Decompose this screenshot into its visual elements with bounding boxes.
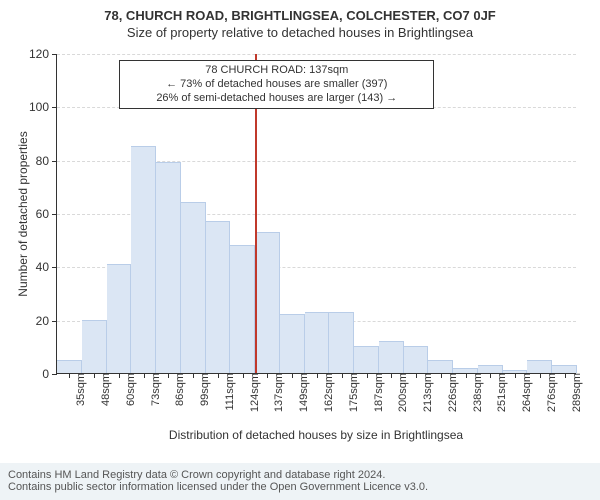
histogram-bar [57,360,82,373]
y-tick-label: 100 [29,100,57,114]
histogram-bar [156,162,181,373]
histogram-bar [82,320,107,373]
histogram-bar [280,314,305,373]
y-tick-label: 80 [36,154,57,168]
histogram-bar [552,365,577,373]
y-tick-label: 60 [36,207,57,221]
footer-attribution: Contains HM Land Registry data © Crown c… [0,463,600,500]
page-subtitle: Size of property relative to detached ho… [0,23,600,40]
annotation-line: 78 CHURCH ROAD: 137sqm [126,64,427,78]
x-tick-label: 187sqm [367,373,385,412]
footer-line2: Contains public sector information licen… [8,481,592,494]
x-tick-label: 149sqm [292,373,310,412]
y-axis-label: Number of detached properties [16,54,30,374]
x-tick-label: 137sqm [267,373,285,412]
annotation-line: 26% of semi-detached houses are larger (… [126,92,427,106]
y-tick-label: 40 [36,260,57,274]
x-tick-label: 251sqm [490,373,508,412]
x-tick-label: 86sqm [168,373,186,406]
histogram-bar [527,360,552,373]
footer-line1: Contains HM Land Registry data © Crown c… [8,469,592,482]
x-tick-label: 238sqm [466,373,484,412]
histogram-bar [329,312,354,373]
y-tick-label: 0 [42,367,57,381]
histogram-bar [107,264,132,373]
x-tick-label: 35sqm [69,373,87,406]
x-tick-label: 276sqm [540,373,558,412]
x-tick-label: 264sqm [515,373,533,412]
histogram-bar [255,232,280,373]
histogram-bar [404,346,429,373]
page-title: 78, CHURCH ROAD, BRIGHTLINGSEA, COLCHEST… [0,0,600,23]
histogram-bar [379,341,404,373]
histogram-bar [478,365,503,373]
x-tick-label: 48sqm [94,373,112,406]
x-tick-label: 124sqm [243,373,261,412]
x-tick-label: 162sqm [317,373,335,412]
histogram-bar [206,221,231,373]
plot-area: 02040608010012035sqm48sqm60sqm73sqm86sqm… [56,54,576,374]
x-tick-label: 73sqm [144,373,162,406]
y-tick-label: 20 [36,314,57,328]
x-tick-label: 213sqm [416,373,434,412]
x-tick-label: 99sqm [193,373,211,406]
x-tick-label: 175sqm [342,373,360,412]
histogram-bar [354,346,379,373]
annotation-line: ← 73% of detached houses are smaller (39… [126,78,427,92]
y-tick-label: 120 [29,47,57,61]
x-tick-label: 200sqm [391,373,409,412]
histogram-bar [305,312,330,373]
histogram-bar [181,202,206,373]
histogram-bar [131,146,156,373]
x-tick-label: 226sqm [441,373,459,412]
histogram-plot: 02040608010012035sqm48sqm60sqm73sqm86sqm… [56,54,576,374]
histogram-bar [230,245,255,373]
x-tick-label: 60sqm [119,373,137,406]
histogram-bar [428,360,453,373]
x-tick-label: 111sqm [218,373,236,411]
annotation-box: 78 CHURCH ROAD: 137sqm← 73% of detached … [119,60,434,109]
x-axis-label: Distribution of detached houses by size … [56,428,576,442]
x-tick-label: 289sqm [565,373,583,412]
gridline [57,54,576,55]
